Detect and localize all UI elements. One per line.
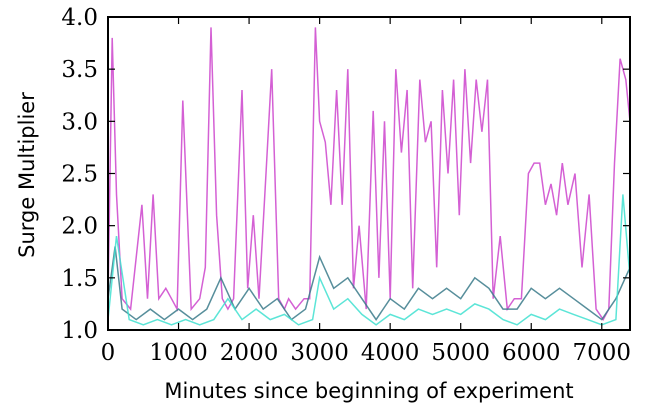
y-axis-label: Surge Multiplier	[15, 92, 39, 258]
y-tick-label: 2.5	[61, 162, 98, 188]
ticks-layer: 0 1000 2000 3000 4000 5000 6000 7000 1.0 1.5 2.0 2.…	[61, 5, 631, 366]
x-tick-label: 3000	[290, 340, 349, 366]
x-tick-label: 7000	[573, 340, 632, 366]
y-tick-label: 3.0	[61, 109, 98, 135]
x-axis-label: Minutes since beginning of experiment	[164, 379, 573, 403]
x-tick-label: 6000	[502, 340, 561, 366]
y-tick-label: 1.5	[61, 266, 98, 292]
x-tick-label: 5000	[431, 340, 490, 366]
x-tick-label: 2000	[220, 340, 279, 366]
series-line-3	[108, 194, 630, 326]
series-line-2	[108, 246, 630, 321]
y-tick-label: 3.5	[61, 57, 98, 83]
y-tick-label: 4.0	[61, 5, 98, 31]
x-tick-label: 4000	[361, 340, 420, 366]
x-tick-label: 0	[101, 340, 116, 366]
x-tick-label: 1000	[149, 340, 208, 366]
series-line-1	[108, 27, 630, 322]
series-layer	[108, 27, 630, 326]
y-tick-label: 1.0	[61, 318, 98, 344]
y-tick-label: 2.0	[61, 214, 98, 240]
